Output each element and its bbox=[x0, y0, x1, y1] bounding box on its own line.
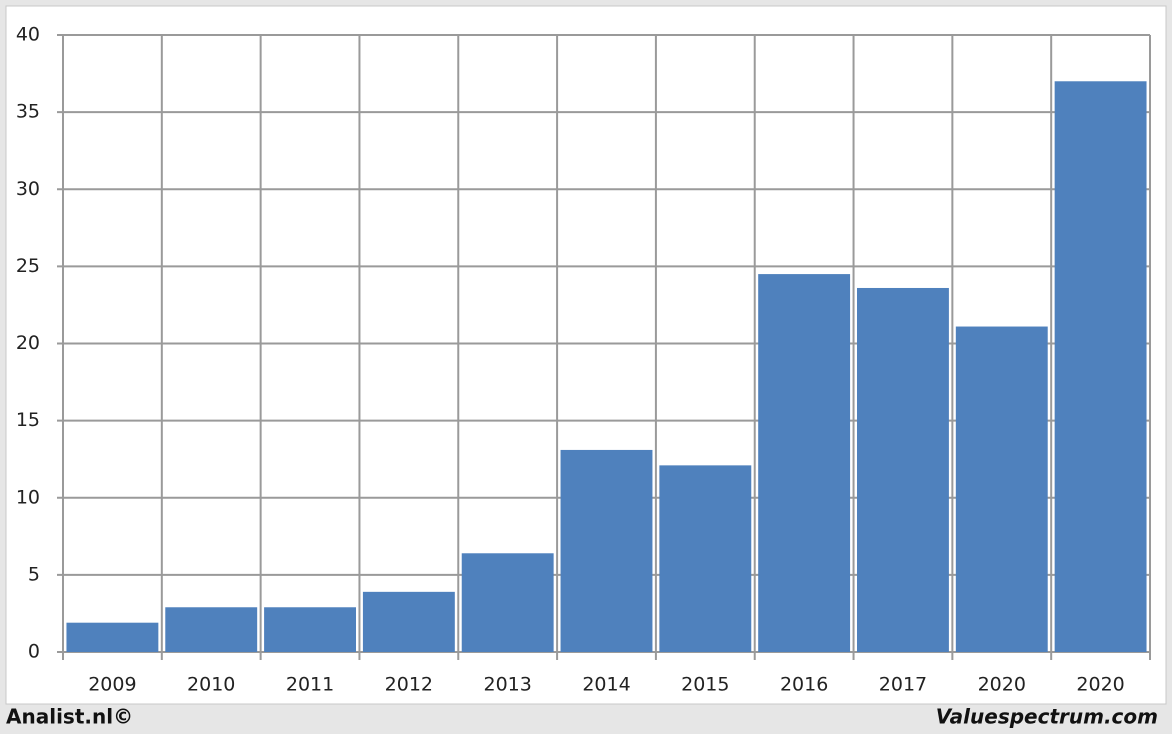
bar bbox=[857, 287, 949, 652]
bar bbox=[560, 449, 653, 652]
x-tick-label: 2012 bbox=[385, 674, 433, 696]
bar bbox=[66, 622, 159, 652]
bar bbox=[1054, 81, 1147, 652]
x-tick-label: 2010 bbox=[187, 674, 235, 696]
y-tick-label: 40 bbox=[16, 24, 40, 46]
y-tick-label: 0 bbox=[28, 641, 40, 663]
y-tick-label: 5 bbox=[28, 563, 40, 585]
x-tick-label: 2009 bbox=[88, 674, 136, 696]
x-tick-label: 2017 bbox=[879, 674, 927, 696]
y-tick-label: 35 bbox=[16, 101, 40, 123]
bar bbox=[264, 607, 356, 652]
x-tick-label: 2015 bbox=[681, 674, 729, 696]
y-tick-label: 30 bbox=[16, 178, 40, 200]
y-tick-label: 25 bbox=[16, 255, 40, 277]
x-tick-label: 2014 bbox=[582, 674, 630, 696]
bar bbox=[758, 274, 851, 652]
x-tick-label: 2020 bbox=[1076, 674, 1124, 696]
bar bbox=[165, 607, 258, 652]
source-left: Analist.nl© bbox=[6, 705, 133, 729]
bar bbox=[362, 591, 455, 652]
source-right: Valuespectrum.com bbox=[936, 705, 1158, 729]
bar bbox=[955, 326, 1048, 652]
x-tick-label: 2020 bbox=[978, 674, 1026, 696]
y-tick-label: 10 bbox=[16, 486, 40, 508]
bar bbox=[461, 553, 554, 652]
bar bbox=[659, 465, 752, 652]
y-tick-label: 20 bbox=[16, 332, 40, 354]
y-tick-label: 15 bbox=[16, 409, 40, 431]
x-tick-label: 2013 bbox=[484, 674, 532, 696]
x-tick-label: 2011 bbox=[286, 674, 334, 696]
x-tick-label: 2016 bbox=[780, 674, 828, 696]
